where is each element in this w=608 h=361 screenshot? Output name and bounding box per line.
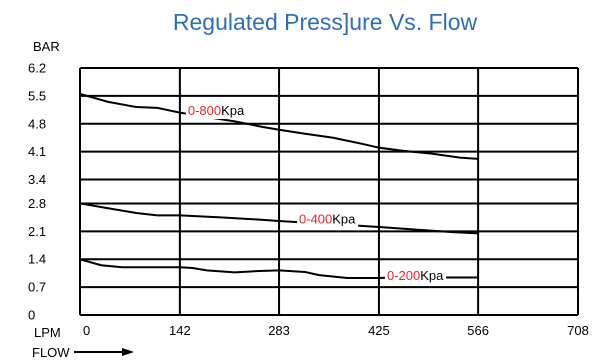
y-tick-label: 6.2: [28, 61, 46, 76]
x-tick-labels: 0 142 283 425 566 708: [83, 323, 589, 338]
series-range: 0-800: [188, 103, 221, 118]
grid: [79, 67, 579, 316]
x-tick-label: 283: [268, 323, 290, 338]
series-lines: [79, 92, 479, 279]
arrow-right-icon: [74, 348, 134, 356]
y-tick-label: 4.8: [28, 116, 46, 131]
series-range: 0-400: [299, 211, 332, 226]
y-tick-label: 0: [28, 308, 35, 323]
series-range: 0-200: [387, 268, 420, 283]
x-tick-label: 142: [169, 323, 191, 338]
series-label-bg: [297, 211, 359, 228]
series-label-bg: [185, 103, 248, 120]
series-unit: Kpa: [221, 103, 245, 118]
x-axis-unit-label: LPM: [34, 325, 61, 340]
y-tick-label: 4.1: [28, 144, 46, 159]
series-label: 0-400Kpa: [299, 211, 356, 226]
y-tick-label: 3.4: [28, 172, 46, 187]
x-tick-label: 566: [467, 323, 489, 338]
series-line: [79, 258, 479, 279]
y-tick-labels: 0 0.7 1.4 2.1 2.8 3.4 4.1 4.8 5.5 6.2: [28, 61, 46, 323]
x-tick-label: 425: [368, 323, 390, 338]
y-tick-label: 0.7: [28, 280, 46, 295]
chart-title: Regulated Press]ure Vs. Flow: [173, 9, 478, 35]
series-line: [79, 92, 479, 160]
x-tick-label: 708: [567, 323, 589, 338]
x-axis-label: FLOW: [32, 345, 70, 360]
y-tick-label: 5.5: [28, 88, 46, 103]
series-line: [79, 202, 479, 235]
series-label: 0-200Kpa: [387, 268, 444, 283]
y-tick-label: 1.4: [28, 252, 46, 267]
y-axis-label: BAR: [33, 39, 60, 54]
series-label: 0-800Kpa: [188, 103, 245, 118]
y-tick-label: 2.8: [28, 196, 46, 211]
series-unit: Kpa: [420, 268, 444, 283]
series-unit: Kpa: [332, 211, 356, 226]
x-tick-label: 0: [83, 323, 90, 338]
y-tick-label: 2.1: [28, 224, 46, 239]
series-label-bg: [384, 267, 447, 284]
